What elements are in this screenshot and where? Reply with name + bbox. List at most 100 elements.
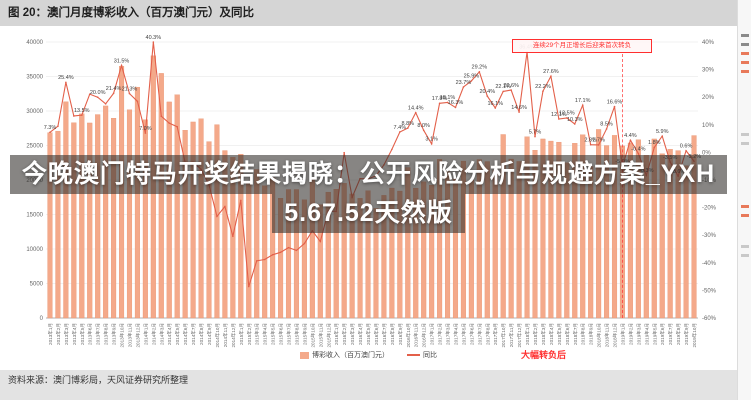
svg-text:16.6%: 16.6% (607, 99, 623, 105)
watermark-row1: 今晚澳门特马开奖结果揭晓：公开风险分析与规避方案_YXH (0, 155, 737, 194)
svg-text:2015年12月: 2015年12月 (325, 323, 332, 348)
source-bar: 资料来源：澳门博彩局，天风证券研究所整理 (0, 370, 737, 400)
svg-text:22.1%: 22.1% (495, 84, 511, 90)
svg-text:20%: 20% (702, 95, 715, 101)
line-swatch-icon (407, 354, 420, 356)
svg-text:10000: 10000 (26, 247, 43, 253)
edge-mark-icon (740, 52, 749, 55)
svg-text:2014年9月: 2014年9月 (206, 323, 213, 345)
svg-text:8.8%: 8.8% (402, 121, 415, 127)
svg-text:2017年9月: 2017年9月 (492, 323, 499, 345)
data-labels-layer: 7.3% 25.4% 13.5% 20.0%21.4% 31.5% 21.3% 7.0% 40… (44, 35, 702, 175)
svg-text:12.1%: 12.1% (551, 112, 567, 118)
svg-text:2013年1月: 2013年1月 (47, 323, 54, 345)
svg-text:2017年7月: 2017年7月 (476, 323, 483, 345)
svg-text:2017年11月: 2017年11月 (508, 323, 515, 347)
chart-legend: 博彩收入（百万澳门元） 同比 (0, 350, 737, 360)
edge-mark-icon (740, 70, 749, 73)
svg-text:10%: 10% (702, 123, 715, 129)
svg-text:2016年10月: 2016年10月 (405, 323, 412, 348)
svg-text:2016年9月: 2016年9月 (397, 323, 404, 345)
source-text: 资料来源：澳门博彩局，天风证券研究所整理 (8, 375, 189, 385)
svg-text:18.1%: 18.1% (440, 95, 456, 101)
svg-text:40.3%: 40.3% (146, 35, 162, 41)
svg-text:14.4%: 14.4% (408, 105, 424, 111)
svg-text:8.0%: 8.0% (417, 123, 430, 129)
svg-text:2017年10月: 2017年10月 (500, 323, 507, 348)
svg-text:14.6%: 14.6% (511, 105, 527, 111)
svg-text:7.3%: 7.3% (44, 125, 57, 131)
svg-text:2016年12月: 2016年12月 (421, 323, 428, 348)
edge-mark-icon (740, 34, 749, 37)
svg-text:2018年7月: 2018年7月 (572, 323, 579, 345)
svg-text:2016年5月: 2016年5月 (365, 323, 372, 345)
svg-text:2018年10月: 2018年10月 (596, 323, 603, 348)
svg-text:0: 0 (40, 316, 44, 322)
svg-text:15000: 15000 (26, 213, 43, 219)
svg-text:2017年6月: 2017年6月 (468, 323, 475, 345)
svg-text:0.6%: 0.6% (680, 144, 693, 150)
svg-text:2013年11月: 2013年11月 (126, 323, 133, 347)
svg-text:2017年5月: 2017年5月 (460, 323, 467, 345)
chart-area: 0500010000150002000025000300003500040000… (0, 26, 737, 370)
annotation-callout: 连续29个月正增长后迎来首次转负 (512, 39, 652, 53)
svg-text:-60%: -60% (702, 316, 717, 322)
svg-text:2016年3月: 2016年3月 (349, 323, 356, 345)
legend-label-yoy: 同比 (423, 352, 437, 359)
svg-text:2013年12月: 2013年12月 (134, 323, 141, 348)
svg-text:2015年10月: 2015年10月 (309, 323, 316, 348)
svg-text:27.6%: 27.6% (543, 69, 559, 75)
edge-mark-icon (740, 43, 749, 46)
edge-mark-icon (740, 133, 749, 136)
svg-text:2018年12月: 2018年12月 (612, 323, 619, 348)
svg-text:2013年5月: 2013年5月 (79, 323, 86, 345)
svg-text:23.7%: 23.7% (456, 80, 472, 86)
svg-text:2015年8月: 2015年8月 (293, 323, 300, 345)
svg-text:12.5%: 12.5% (559, 111, 575, 117)
svg-text:16.3%: 16.3% (448, 100, 464, 106)
svg-text:2016年8月: 2016年8月 (389, 323, 396, 345)
svg-text:-20%: -20% (702, 206, 717, 212)
svg-text:22.6%: 22.6% (503, 83, 519, 89)
svg-text:2013年2月: 2013年2月 (55, 323, 62, 345)
svg-text:5.9%: 5.9% (656, 129, 669, 135)
svg-text:21.3%: 21.3% (122, 86, 138, 92)
svg-text:2019年6月: 2019年6月 (659, 323, 666, 345)
svg-text:25.9%: 25.9% (464, 74, 480, 80)
svg-text:10.3%: 10.3% (567, 117, 583, 123)
svg-text:7.4%: 7.4% (394, 125, 407, 131)
svg-text:0%: 0% (702, 150, 711, 156)
svg-text:2019年8月: 2019年8月 (675, 323, 682, 345)
svg-text:2016年11月: 2016年11月 (413, 323, 420, 347)
svg-text:40000: 40000 (26, 40, 43, 46)
svg-text:2013年3月: 2013年3月 (63, 323, 70, 345)
svg-text:22.2%: 22.2% (535, 84, 551, 90)
watermark-line1: 今晚澳门特马开奖结果揭晓：公开风险分析与规避方案_YXH (9, 155, 728, 194)
annotation-red-note: 大幅转负后 (521, 350, 567, 360)
svg-text:5000: 5000 (30, 282, 44, 288)
svg-text:7.0%: 7.0% (139, 126, 152, 132)
svg-text:1.8%: 1.8% (648, 140, 661, 146)
svg-text:2013年10月: 2013年10月 (119, 323, 126, 348)
svg-text:-0.4%: -0.4% (631, 146, 645, 152)
svg-text:20.4%: 20.4% (479, 89, 495, 95)
page-edge-strip (737, 0, 751, 400)
svg-text:8.5%: 8.5% (600, 122, 613, 128)
svg-text:-50%: -50% (702, 288, 717, 294)
svg-text:2019年1月: 2019年1月 (619, 323, 626, 345)
svg-text:13.5%: 13.5% (74, 108, 90, 114)
edge-mark-icon (740, 214, 749, 217)
svg-text:2019年5月: 2019年5月 (651, 323, 658, 345)
svg-text:2014年7月: 2014年7月 (190, 323, 197, 345)
svg-text:17.8%: 17.8% (432, 96, 448, 102)
svg-text:2016年1月: 2016年1月 (333, 323, 340, 345)
chart-title: 图 20：澳门月度博彩收入（百万澳门元）及同比 (0, 0, 737, 26)
svg-text:2014年8月: 2014年8月 (198, 323, 205, 345)
svg-text:2015年5月: 2015年5月 (270, 323, 277, 345)
combo-chart: 0500010000150002000025000300003500040000… (26, 35, 717, 348)
svg-text:2013年9月: 2013年9月 (111, 323, 118, 345)
svg-text:2017年8月: 2017年8月 (484, 323, 491, 345)
svg-text:2015年7月: 2015年7月 (286, 323, 293, 345)
svg-text:2014年3月: 2014年3月 (158, 323, 165, 345)
legend-label-revenue: 博彩收入（百万澳门元） (312, 352, 389, 359)
